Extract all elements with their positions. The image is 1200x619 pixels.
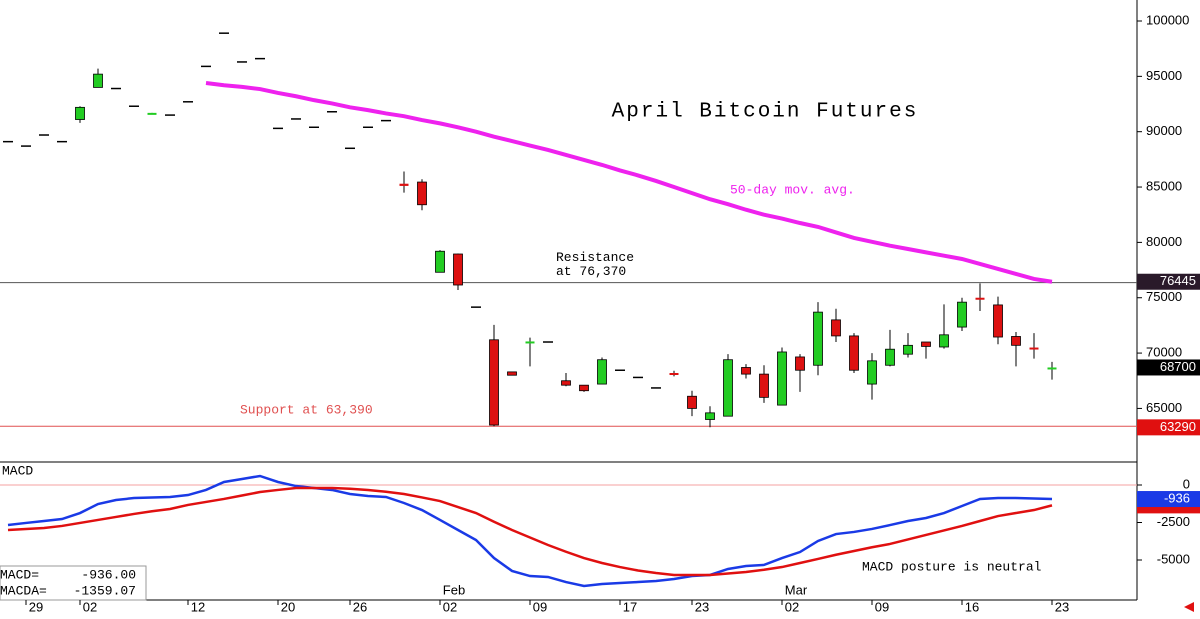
x-tick-label: 09: [875, 599, 889, 614]
month-label: Mar: [785, 582, 808, 597]
x-tick-label: 02: [443, 599, 457, 614]
y-tick-label: -5000: [1157, 551, 1190, 566]
annotation: MACD posture is neutral: [862, 559, 1042, 574]
candle-body: [975, 297, 985, 300]
reference-label: Resistance: [556, 250, 634, 265]
price-tag: [1137, 273, 1200, 290]
candle-body: [453, 253, 463, 286]
price-tag-label: 63290: [1160, 419, 1196, 434]
y-tick-label: 70000: [1146, 345, 1182, 360]
candle-body: [831, 319, 841, 337]
macd-line: [7, 474, 1053, 588]
month-label: Feb: [443, 582, 465, 597]
readout-value: -1359.07: [74, 583, 136, 598]
candle-body: [507, 371, 517, 376]
x-tick-label: 23: [695, 599, 709, 614]
x-tick-label: 02: [785, 599, 799, 614]
readout-box: [0, 565, 147, 601]
y-tick-label: 90000: [1146, 123, 1182, 138]
reference-label: at 76,370: [556, 264, 626, 279]
reference-label: Support at 63,390: [240, 403, 373, 418]
candle-body: [867, 360, 877, 385]
x-tick-label: 23: [1055, 599, 1069, 614]
price-tag: [1137, 359, 1200, 376]
candle-body: [777, 351, 787, 406]
panel-title: MACD: [2, 463, 33, 478]
x-tick-label: 29: [29, 599, 43, 614]
candle-body: [813, 311, 823, 366]
candle-body: [669, 373, 679, 376]
y-tick-label: 75000: [1146, 289, 1182, 304]
candle-body: [885, 348, 895, 366]
macd-tag: [1137, 491, 1200, 508]
candle-body: [759, 373, 769, 398]
candle-body: [399, 183, 409, 186]
candle-body: [921, 341, 931, 347]
price-tag-label: 76445: [1160, 273, 1196, 288]
candle-body: [957, 301, 967, 328]
readout-name: MACD=: [0, 567, 39, 582]
readout-name: MACDA=: [0, 583, 47, 598]
price-tag-label: 68700: [1160, 359, 1196, 374]
x-tick-label: 17: [623, 599, 637, 614]
candle-body: [795, 356, 805, 371]
price-tag: [1137, 419, 1200, 436]
candle-body: [93, 73, 103, 88]
candle-body: [993, 304, 1003, 338]
candle-body: [687, 395, 697, 409]
moving-average: [205, 81, 1053, 284]
candle-body: [1047, 367, 1057, 370]
candle-body: [525, 341, 535, 344]
macd-tag-label: -936: [1164, 490, 1190, 505]
candle-body: [561, 380, 571, 386]
x-tick-label: 02: [83, 599, 97, 614]
candle-body: [1011, 336, 1021, 346]
x-tick-label: 26: [353, 599, 367, 614]
candle-body: [723, 359, 733, 417]
y-tick-label: 100000: [1146, 12, 1189, 27]
candle-body: [705, 412, 715, 420]
candle-body: [435, 250, 445, 273]
x-tick-label: 16: [965, 599, 979, 614]
candle-body: [849, 335, 859, 371]
ma-label: 50-day mov. avg.: [730, 182, 855, 197]
x-tick-label: 09: [533, 599, 547, 614]
chart-title: April Bitcoin Futures: [612, 101, 919, 124]
candle-body: [417, 181, 427, 206]
x-tick-label: 20: [281, 599, 295, 614]
candle-body: [75, 106, 85, 120]
candle-body: [579, 384, 589, 392]
y-tick-label: 65000: [1146, 400, 1182, 415]
readout-value: -936.00: [81, 567, 136, 582]
candle-body: [903, 344, 913, 355]
candle-body: [597, 359, 607, 385]
candle-body: [489, 339, 499, 426]
y-tick-label: -2500: [1157, 514, 1190, 529]
macd-line: [7, 486, 1053, 577]
y-tick-label: 85000: [1146, 178, 1182, 193]
candle-body: [147, 112, 157, 115]
scroll-arrow[interactable]: [1184, 602, 1194, 612]
candle-body: [1029, 347, 1039, 350]
y-tick-label: 80000: [1146, 234, 1182, 249]
candle-body: [939, 334, 949, 348]
x-tick-label: 12: [191, 599, 205, 614]
y-tick-label: 0: [1183, 476, 1190, 491]
y-tick-label: 95000: [1146, 68, 1182, 83]
candle-body: [741, 367, 751, 375]
